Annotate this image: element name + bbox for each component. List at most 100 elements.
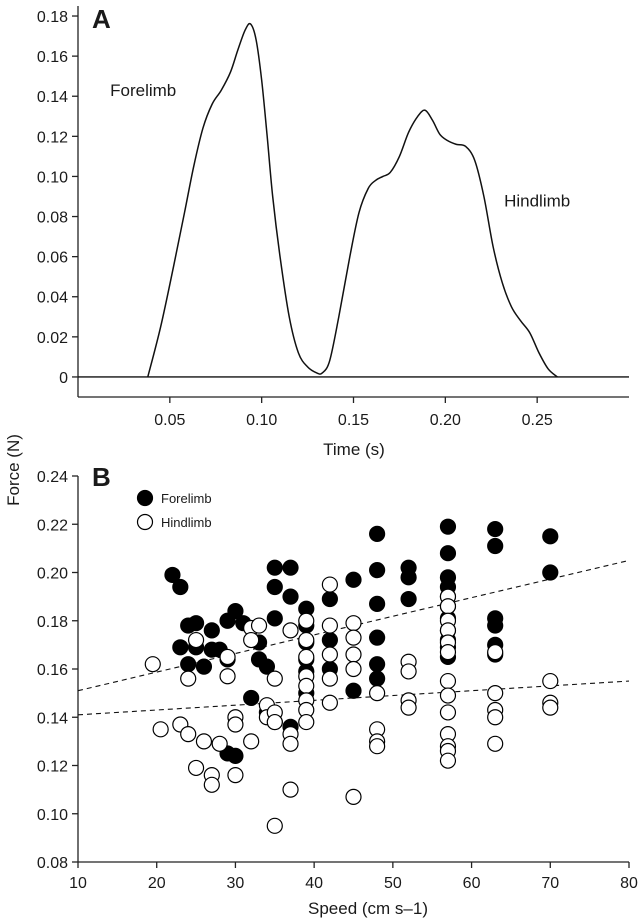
panel-a-plot-area: Forelimb Hindlimb <box>78 22 629 378</box>
panel-a-annotation-hindlimb: Hindlimb <box>504 192 570 211</box>
panel-a-y-tick-label: 0.08 <box>37 210 68 227</box>
panel-b-point-forelimb <box>542 528 559 545</box>
panel-b-x-tick-label: 70 <box>541 875 559 892</box>
panel-b-point-hindlimb <box>282 781 299 798</box>
y-axis-title: Force (N) <box>4 434 23 506</box>
panel-a-force-curve <box>147 22 558 378</box>
panel-b-point-hindlimb <box>298 713 315 731</box>
panel-b-point-hindlimb <box>321 670 338 687</box>
panel-b-ticks: 0.08 0.10 0.12 0.14 0.16 0.18 0.20 0.22 0.24 10 20… <box>37 469 638 892</box>
panel-b-plot-area <box>77 518 630 834</box>
panel-b-point-forelimb <box>345 571 362 588</box>
panel-b-point-hindlimb <box>298 677 315 694</box>
panel-a-y-tick-label: 0.14 <box>37 89 68 106</box>
panel-b-point-hindlimb <box>439 752 457 769</box>
panel-b-point-forelimb <box>400 569 417 586</box>
panel-b-x-tick-label: 80 <box>620 875 638 892</box>
panel-b-point-forelimb <box>180 656 197 673</box>
panel-a-y-tick-label: 0.12 <box>37 129 68 146</box>
panel-b-point-forelimb <box>369 561 386 579</box>
panel-b-point-forelimb <box>282 559 299 576</box>
panel-b-point-hindlimb <box>487 709 504 726</box>
panel-b-point-hindlimb <box>227 767 244 784</box>
panel-b-point-hindlimb <box>345 629 362 646</box>
panel-b-x-tick-label: 10 <box>69 875 87 892</box>
panel-b-point-hindlimb <box>400 663 417 680</box>
panel-b-point-forelimb <box>227 602 244 620</box>
panel-b-point-hindlimb <box>439 704 457 721</box>
panel-b-point-hindlimb <box>487 685 504 702</box>
panel-a-annotation-forelimb: Forelimb <box>110 81 176 100</box>
panel-a-y-tick-label: 0.10 <box>37 169 68 186</box>
panel-b-point-hindlimb <box>439 598 457 615</box>
panel-b-point-hindlimb <box>266 817 283 834</box>
panel-b-point-hindlimb <box>187 631 205 649</box>
panel-b-point-forelimb <box>487 520 504 538</box>
panel-b-point-hindlimb <box>266 670 283 687</box>
panel-b-point-forelimb <box>542 564 559 581</box>
panel-b-point-forelimb <box>266 578 283 596</box>
panel-b-point-forelimb <box>243 689 260 707</box>
panel-a-y-tick-label: 0.04 <box>37 290 68 307</box>
panel-a-y-tick-label: 0.06 <box>37 250 68 267</box>
panel-b-point-hindlimb <box>187 759 205 777</box>
panel-b-point-hindlimb <box>144 656 161 673</box>
panel-b-point-forelimb <box>369 595 386 612</box>
panel-b-point-forelimb <box>400 590 417 608</box>
panel-b-point-hindlimb <box>542 672 559 690</box>
panel-b-x-tick-label: 40 <box>305 875 323 892</box>
panel-b-point-hindlimb <box>266 713 283 731</box>
panel-b-point-hindlimb <box>321 576 338 593</box>
panel-a-x-axis-title: Time (s) <box>323 440 385 459</box>
panel-a-ticks: 0 0.02 0.04 0.06 0.08 0.10 0.12 0.14 0.16 0.18 0.0… <box>37 9 553 429</box>
panel-b-point-hindlimb <box>487 735 504 752</box>
panel-b-point-forelimb <box>369 670 386 687</box>
panel-b-label: B <box>92 462 111 492</box>
panel-b-force-speed: B 0.08 0.10 0.12 0.14 0.16 0.18 0.20 0.22 0.24 10… <box>37 462 638 918</box>
panel-b-point-hindlimb <box>369 685 386 702</box>
panel-a-y-tick-label: 0.02 <box>37 330 68 347</box>
panel-b-point-hindlimb <box>321 617 338 634</box>
panel-b-y-tick-label: 0.20 <box>37 566 68 583</box>
panel-b-legend: Forelimb Hindlimb <box>136 489 212 531</box>
panel-a-y-tick-label: 0 <box>59 370 68 387</box>
panel-b-point-hindlimb <box>282 622 299 639</box>
panel-b-point-forelimb <box>345 682 362 699</box>
panel-b-point-forelimb <box>187 615 205 632</box>
panel-b-point-forelimb <box>369 629 386 646</box>
panel-b-point-forelimb <box>369 656 386 673</box>
panel-b-point-forelimb <box>439 518 457 535</box>
panel-b-point-hindlimb <box>243 733 260 750</box>
panel-b-trend-line-hindlimb <box>77 680 630 716</box>
panel-b-point-hindlimb <box>180 670 197 687</box>
panel-a-x-tick-label: 0.20 <box>430 412 461 429</box>
panel-b-y-tick-label: 0.14 <box>37 710 68 727</box>
panel-b-point-forelimb <box>203 622 220 639</box>
panel-a-x-tick-label: 0.25 <box>522 412 553 429</box>
panel-b-point-hindlimb <box>487 644 504 661</box>
panel-b-x-tick-label: 60 <box>463 875 481 892</box>
panel-a-y-tick-label: 0.16 <box>37 49 68 66</box>
panel-b-point-hindlimb <box>439 672 457 690</box>
panel-b-y-tick-label: 0.12 <box>37 759 68 776</box>
panel-b-point-hindlimb <box>250 617 268 634</box>
panel-a-x-tick-label: 0.15 <box>338 412 369 429</box>
panel-b-point-forelimb <box>282 588 299 605</box>
legend-hindlimb-marker <box>136 513 154 531</box>
panel-a-force-time: A 00.020.040.060.080.100.120.140.160.180… <box>37 4 629 459</box>
panel-b-point-forelimb <box>258 658 276 675</box>
panel-b-point-forelimb <box>172 578 189 596</box>
panel-b-point-hindlimb <box>345 646 362 663</box>
panel-b-point-hindlimb <box>439 644 457 661</box>
panel-b-y-tick-label: 0.10 <box>37 807 68 824</box>
panel-b-point-hindlimb <box>203 776 220 793</box>
panel-b-y-tick-label: 0.18 <box>37 614 68 631</box>
panel-b-point-hindlimb <box>369 738 386 755</box>
panel-b-point-forelimb <box>487 537 504 555</box>
panel-b-point-hindlimb <box>152 721 169 738</box>
panel-b-point-forelimb <box>369 525 386 543</box>
panel-b-point-hindlimb <box>345 788 362 805</box>
panel-b-point-hindlimb <box>321 694 338 711</box>
panel-b-point-hindlimb <box>321 646 338 663</box>
